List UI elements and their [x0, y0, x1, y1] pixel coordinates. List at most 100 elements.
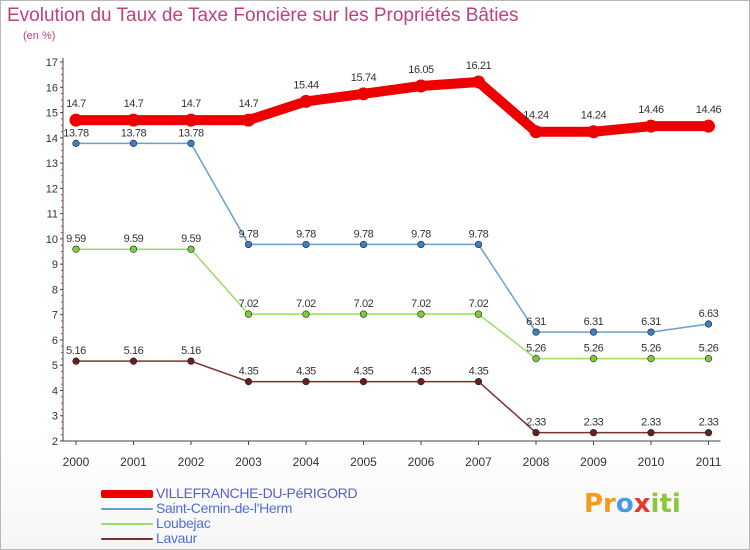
data-label: 5.26: [526, 343, 546, 355]
data-label: 5.26: [641, 343, 661, 355]
data-label: 4.35: [469, 366, 489, 378]
data-point: [357, 87, 370, 101]
y-tick-label: 17: [46, 57, 58, 69]
y-tick-label: 7: [52, 310, 58, 322]
y-tick-label: 3: [52, 411, 58, 423]
series-line: [75, 142, 710, 333]
data-point: [359, 378, 368, 386]
data-label: 15.74: [351, 72, 377, 84]
data-point: [704, 429, 713, 437]
data-point: [187, 139, 195, 147]
data-point: [72, 357, 80, 365]
data-label: 9.78: [296, 228, 316, 240]
logo-part: x: [633, 489, 651, 519]
data-point: [302, 240, 310, 249]
legend-swatch: [101, 508, 153, 510]
data-label: 13.78: [178, 127, 204, 139]
data-label: 9.78: [239, 228, 259, 240]
data-point: [72, 245, 80, 253]
data-point: [242, 113, 255, 127]
data-point: [417, 310, 425, 318]
data-label: 14.7: [181, 98, 201, 110]
data-point: [532, 355, 540, 363]
x-tick-label: 2009: [580, 455, 607, 469]
data-point: [532, 328, 540, 336]
data-point: [129, 357, 138, 365]
data-point: [587, 125, 600, 139]
data-point: [244, 310, 253, 318]
data-label: 14.7: [239, 98, 259, 110]
data-label: 2.33: [526, 417, 546, 429]
legend-label: Lavaur: [156, 530, 198, 546]
series-line: [75, 248, 710, 360]
data-label: 13.78: [63, 127, 89, 139]
data-point: [414, 79, 428, 93]
data-label: 14.7: [66, 98, 86, 110]
data-label: 5.16: [66, 345, 86, 357]
data-label: 9.59: [124, 233, 144, 245]
data-label: 4.35: [296, 366, 316, 378]
proxiti-logo: Proxiti: [584, 489, 681, 519]
data-label: 7.02: [354, 298, 374, 310]
logo-part: o: [615, 489, 634, 519]
data-point: [704, 320, 713, 328]
data-point: [472, 75, 485, 89]
data-label: 7.02: [239, 298, 259, 310]
data-point: [647, 429, 655, 437]
x-tick-label: 2004: [293, 455, 320, 469]
data-label: 14.46: [638, 104, 664, 116]
data-label: 6.31: [641, 316, 661, 328]
y-tick-label: 9: [52, 259, 58, 271]
y-tick-label: 4: [52, 385, 58, 397]
data-point: [72, 139, 80, 147]
y-tick-label: 8: [52, 284, 58, 296]
data-label: 14.24: [581, 110, 607, 122]
data-label: 9.59: [181, 233, 201, 245]
data-label: 6.31: [526, 316, 546, 328]
x-tick-label: 2002: [178, 455, 205, 469]
data-point: [359, 310, 368, 318]
x-tick-label: 2003: [235, 455, 262, 469]
data-label: 4.35: [354, 366, 374, 378]
x-tick-label: 2011: [696, 455, 722, 469]
data-label: 9.59: [66, 233, 86, 245]
data-point: [589, 429, 598, 437]
data-label: 16.21: [466, 60, 492, 72]
logo-part: Pr: [584, 489, 616, 519]
x-tick-label: 2000: [63, 455, 90, 469]
data-label: 7.02: [469, 298, 489, 310]
y-tick-label: 16: [46, 82, 58, 94]
data-label: 9.78: [469, 228, 489, 240]
legend-swatch: [101, 490, 153, 498]
data-label: 7.02: [296, 298, 316, 310]
y-tick-label: 10: [46, 234, 58, 246]
data-point: [644, 119, 658, 133]
data-label: 6.63: [699, 308, 719, 320]
data-point: [474, 240, 483, 249]
data-label: 2.33: [584, 417, 604, 429]
data-point: [129, 245, 138, 253]
y-tick-label: 14: [46, 133, 58, 145]
data-label: 16.05: [408, 64, 434, 76]
x-tick-label: 2007: [465, 455, 492, 469]
data-point: [647, 328, 655, 336]
data-point: [299, 94, 313, 108]
series-line: [71, 76, 714, 137]
data-point: [532, 429, 540, 437]
data-label: 14.46: [696, 104, 722, 116]
data-point: [589, 355, 598, 363]
legend-label: VILLEFRANCHE-DU-PéRIGORD: [156, 485, 358, 501]
y-tick-label: 12: [46, 183, 58, 195]
legend-label: Loubejac: [156, 515, 211, 531]
x-tick-label: 2010: [638, 455, 665, 469]
logo-part: iti: [650, 489, 681, 519]
data-point: [529, 125, 543, 139]
data-point: [302, 310, 310, 318]
x-tick-label: 2005: [350, 455, 377, 469]
data-label: 4.35: [239, 366, 259, 378]
data-point: [702, 119, 715, 133]
data-label: 15.44: [293, 79, 319, 91]
data-point: [244, 378, 253, 386]
